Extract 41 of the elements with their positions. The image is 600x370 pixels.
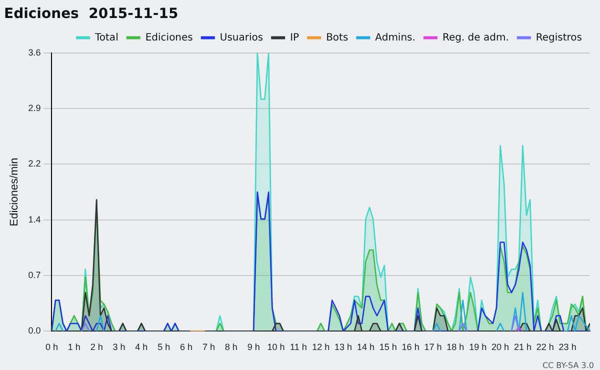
legend-label: Bots bbox=[326, 32, 348, 44]
y-tick-label: 3.6 bbox=[28, 47, 41, 58]
x-tick-label: 15 h bbox=[379, 342, 397, 352]
x-tick-label: 22 h bbox=[536, 342, 554, 352]
y-axis-title: Ediciones/min bbox=[8, 158, 21, 226]
legend-label: Registros bbox=[536, 32, 582, 44]
y-tick-label: 2.2 bbox=[28, 158, 41, 169]
x-tick-label: 11 h bbox=[290, 342, 307, 352]
y-tick-label: 1.4 bbox=[28, 214, 41, 224]
x-tick-label: 17 h bbox=[424, 342, 442, 352]
x-tick-label: 4 h bbox=[135, 342, 148, 352]
x-tick-label: 6 h bbox=[180, 342, 193, 352]
legend-label: Usuarios bbox=[220, 32, 264, 44]
x-tick-label: 3 h bbox=[112, 342, 126, 352]
text: CC BY-SA 3.0 bbox=[542, 361, 594, 370]
x-tick-label: 5 h bbox=[158, 342, 170, 352]
x-tick-label: 18 h bbox=[446, 342, 464, 352]
legend-label: IP bbox=[290, 32, 300, 44]
x-tick-label: 14 h bbox=[356, 342, 374, 352]
legend-label: Ediciones bbox=[145, 32, 193, 44]
x-tick-label: 2 h bbox=[90, 342, 103, 352]
x-tick-label: 19 h bbox=[469, 342, 487, 352]
chart-title: Ediciones 2015-11-15 bbox=[4, 6, 178, 22]
x-tick-label: 7 h bbox=[202, 342, 215, 352]
y-tick-label: 0.7 bbox=[28, 270, 41, 280]
x-tick-label: 13 h bbox=[334, 342, 352, 352]
x-tick-label: 8 h bbox=[224, 342, 238, 352]
legend-label: Reg. de adm. bbox=[442, 32, 509, 44]
x-tick-label: 21 h bbox=[514, 342, 532, 352]
x-tick-label: 20 h bbox=[492, 342, 510, 352]
x-tick-label: 23 h bbox=[558, 342, 576, 352]
legend-label: Total bbox=[94, 32, 118, 44]
y-tick-label: 0.0 bbox=[28, 326, 41, 336]
x-tick-label: 1 h bbox=[68, 342, 80, 352]
x-tick-label: 9 h bbox=[247, 342, 260, 352]
x-tick-label: 16 h bbox=[402, 342, 420, 352]
x-tick-label: 0 h bbox=[45, 342, 58, 352]
legend-label: Admins. bbox=[375, 32, 416, 44]
x-tick-label: 12 h bbox=[312, 342, 330, 352]
x-tick-label: 10 h bbox=[267, 342, 285, 352]
y-tick-label: 2.9 bbox=[28, 102, 41, 113]
